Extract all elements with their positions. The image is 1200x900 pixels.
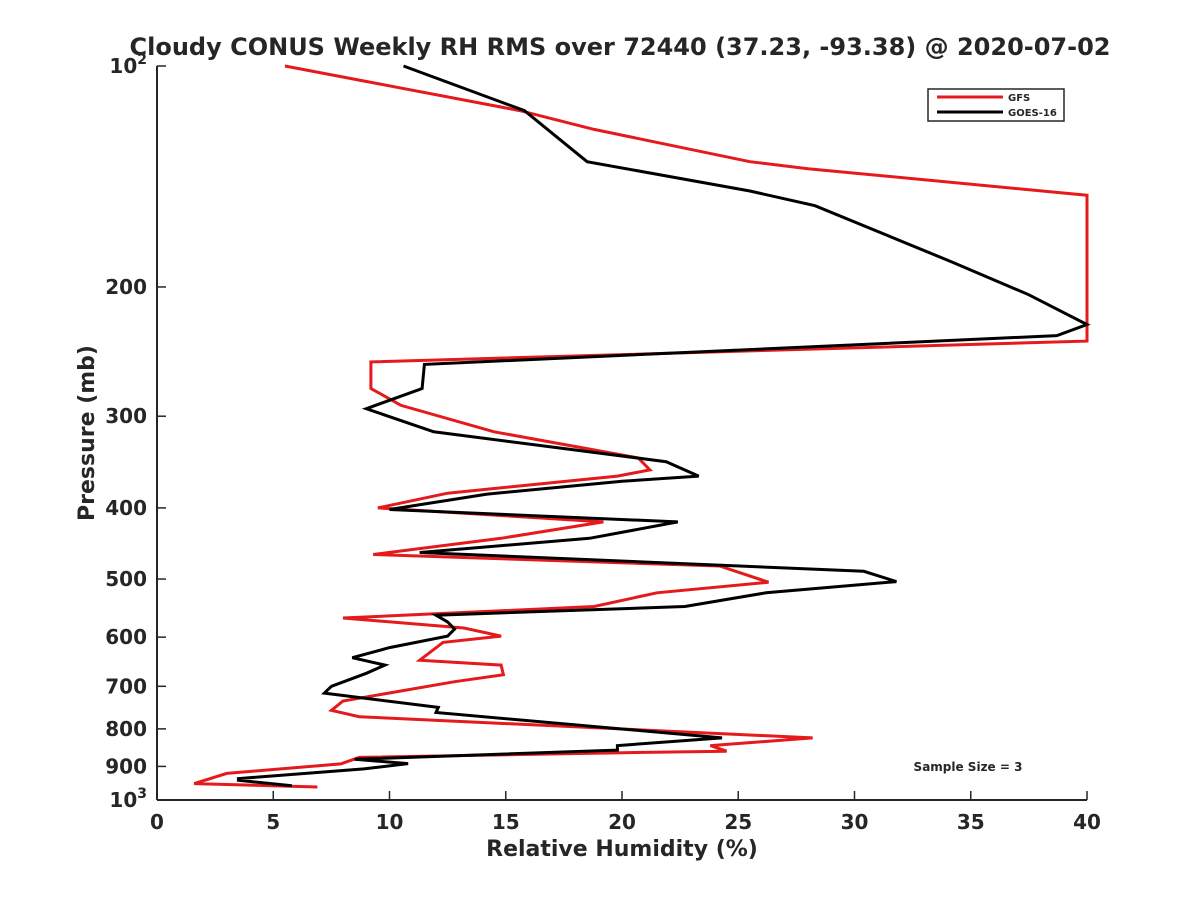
x-tick-label: 40 (1073, 810, 1101, 834)
x-tick-label: 25 (724, 810, 752, 834)
sample-size-annotation: Sample Size = 3 (914, 760, 1023, 774)
y-tick-label: 400 (105, 496, 147, 520)
y-tick-label: 300 (105, 404, 147, 428)
y-tick-label: 700 (105, 674, 147, 698)
y-tick-label: 102 (109, 52, 147, 78)
legend-box (927, 88, 1065, 122)
y-tick-label: 500 (105, 567, 147, 591)
x-tick-label: 20 (608, 810, 636, 834)
y-tick-label-base: 10 (109, 54, 137, 78)
y-tick-label: 200 (105, 275, 147, 299)
legend-label: GOES-16 (1008, 108, 1057, 119)
x-tick-label: 15 (492, 810, 520, 834)
y-tick-label-exponent: 3 (137, 786, 147, 802)
x-tick-label: 5 (266, 810, 280, 834)
x-axis-label: Relative Humidity (%) (486, 837, 758, 862)
y-tick-label: 600 (105, 625, 147, 649)
x-tick-label: 35 (957, 810, 985, 834)
series-line-gfs (193, 64, 1089, 789)
y-tick-label-base: 10 (109, 788, 137, 812)
y-tick-label-exponent: 2 (137, 52, 147, 68)
legend-label: GFS (1008, 93, 1030, 104)
x-tick-label: 10 (376, 810, 404, 834)
chart-title: Cloudy CONUS Weekly RH RMS over 72440 (3… (130, 33, 1111, 61)
y-axis-label: Pressure (mb) (75, 345, 100, 521)
legend: GFS GOES-16 (927, 88, 1065, 122)
series-layer (193, 64, 1091, 789)
x-tick-label: 30 (841, 810, 869, 834)
x-ticks: 0 5 10 15 20 25 30 35 40 (150, 791, 1101, 834)
y-tick-label: 800 (105, 717, 147, 741)
y-tick-label: 103 (109, 786, 147, 812)
x-tick-label: 0 (150, 810, 164, 834)
series-line-goes-16 (236, 64, 1091, 788)
y-tick-label: 900 (105, 754, 147, 778)
